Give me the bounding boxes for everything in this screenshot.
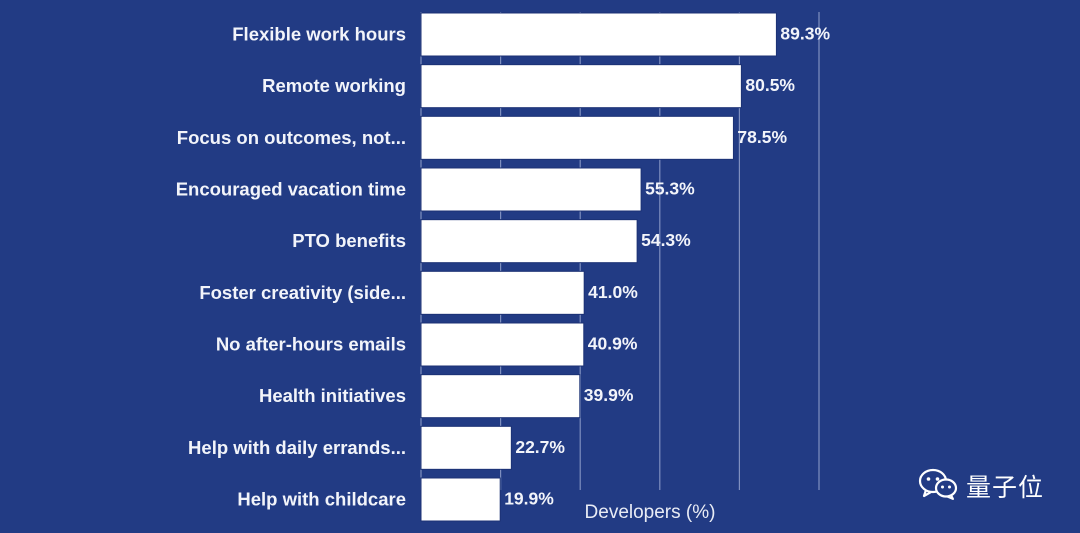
wechat-icon — [918, 467, 958, 506]
labels: Flexible work hours 89.3% Remote working 80… — [176, 24, 831, 510]
bar — [420, 477, 501, 522]
bar — [420, 115, 734, 160]
category-label: Remote working — [262, 75, 406, 96]
value-label: 55.3% — [645, 179, 695, 199]
value-label: 40.9% — [588, 334, 638, 354]
value-label: 41.0% — [588, 282, 638, 302]
bar — [420, 270, 585, 315]
bar — [420, 425, 512, 470]
bar — [420, 219, 638, 264]
category-label: Help with daily errands... — [188, 437, 406, 458]
value-label: 78.5% — [737, 127, 787, 147]
category-label: Flexible work hours — [232, 24, 406, 45]
watermark: 量子位 — [918, 466, 1044, 506]
bars — [420, 12, 777, 522]
category-label: Encouraged vacation time — [176, 179, 406, 200]
value-label: 80.5% — [745, 75, 795, 95]
category-label: PTO benefits — [292, 230, 406, 251]
value-label: 22.7% — [515, 437, 565, 457]
value-label: 54.3% — [641, 230, 691, 250]
bar — [420, 12, 777, 57]
bar — [420, 322, 585, 367]
bar — [420, 167, 642, 212]
category-label: Help with childcare — [237, 489, 406, 510]
bar — [420, 64, 742, 109]
bar — [420, 374, 581, 419]
value-label: 89.3% — [780, 24, 830, 44]
category-label: Foster creativity (side... — [199, 282, 406, 303]
x-axis-title: Developers (%) — [585, 502, 716, 523]
watermark-text: 量子位 — [966, 473, 1045, 502]
value-label: 19.9% — [504, 489, 554, 509]
value-label: 39.9% — [584, 385, 634, 405]
category-label: Health initiatives — [259, 385, 406, 406]
category-label: Focus on outcomes, not... — [177, 127, 406, 148]
category-label: No after-hours emails — [216, 334, 406, 355]
